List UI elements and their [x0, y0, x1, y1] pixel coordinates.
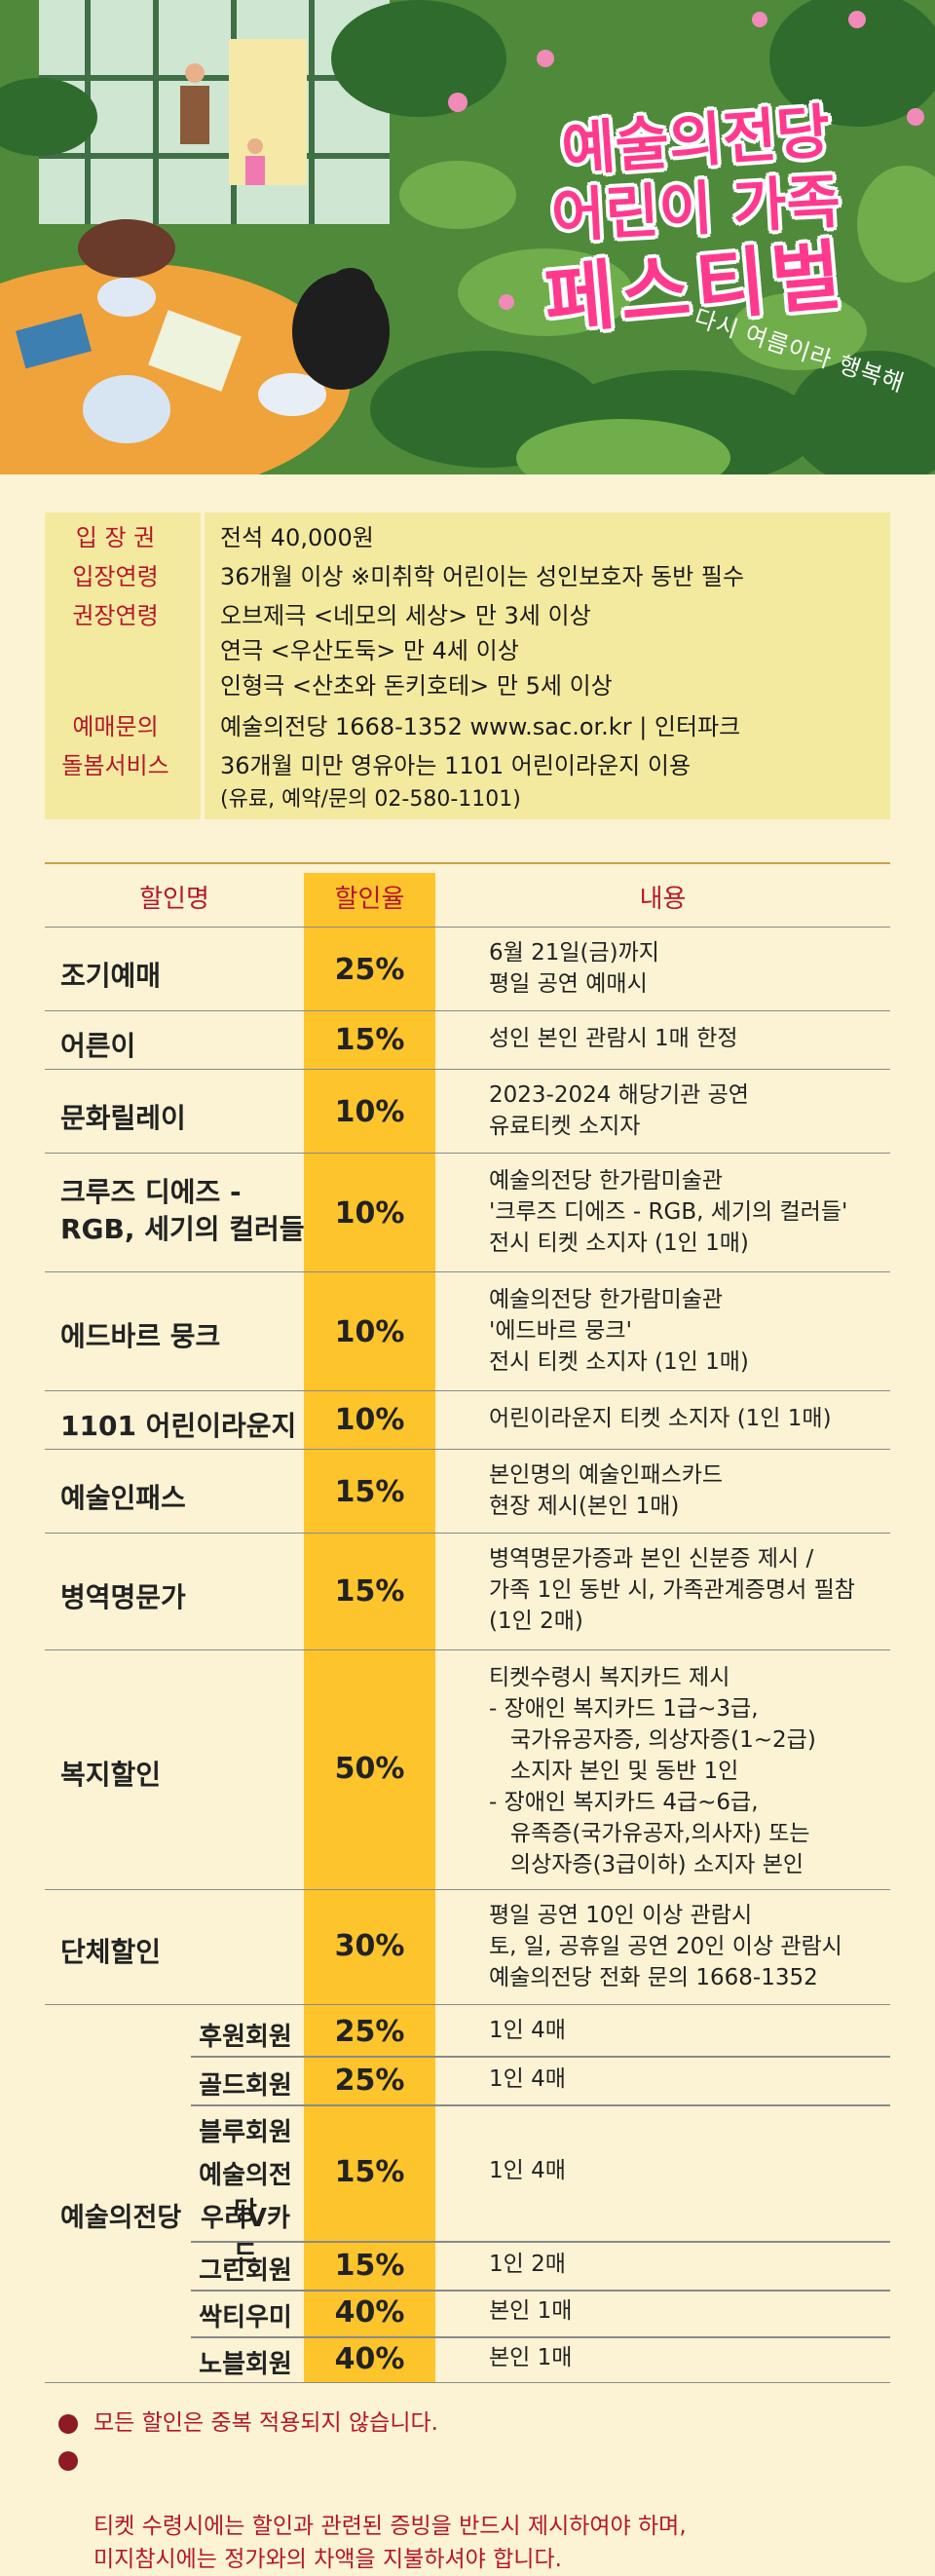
- discount-name-line2: RGB, 세기의 컬러들: [60, 1213, 305, 1245]
- member-name-line3: 우리V카드: [201, 2204, 290, 2269]
- bullet-icon: [58, 2414, 78, 2434]
- member-group-name: 예술의전당: [60, 2203, 182, 2233]
- discount-description: 본인명의 예술인패스카드 현장 제시(본인 1매): [489, 1462, 724, 1519]
- member-name: 싹티우미: [199, 2303, 292, 2332]
- member-rate: 25%: [334, 2015, 405, 2049]
- rate-column-highlight: [304, 873, 435, 2382]
- discount-rate: 15%: [334, 1574, 405, 1609]
- member-name: 후원회원: [199, 2023, 292, 2052]
- discount-description: 티켓수령시 복지카드 제시 - 장애인 복지카드 1급~3급, 국가유공자증, …: [489, 1665, 816, 1877]
- info-value-care-2: (유료, 예약/문의 02-580-1101): [220, 787, 521, 812]
- discount-name: 어른이: [60, 1030, 136, 1062]
- member-description: 1인 4매: [489, 2018, 566, 2043]
- info-label-booking: 예매문의: [72, 713, 159, 740]
- table-row: 문화릴레이 10% 2023-2024 해당기관 공연 유료티켓 소지자: [45, 1070, 890, 1154]
- note-text: 모든 할인은 중복 적용되지 않습니다.: [94, 2410, 438, 2436]
- header-discount-name: 할인명: [139, 885, 209, 914]
- bullet-icon: [58, 2451, 78, 2471]
- discount-rate: 25%: [334, 953, 405, 987]
- member-rate: 25%: [334, 2064, 405, 2098]
- member-rate: 15%: [334, 2155, 405, 2189]
- member-rate: 15%: [334, 2249, 405, 2283]
- discount-description: 성인 본인 관람시 1매 한정: [489, 1026, 738, 1051]
- info-value-booking: 예술의전당 1668-1352 www.sac.or.kr | 인터파크: [220, 713, 741, 740]
- member-name-line2: 예술의전당: [199, 2161, 292, 2226]
- table-row: 크루즈 디에즈 - RGB, 세기의 컬러들 10% 예술의전당 한가람미술관 …: [45, 1154, 890, 1272]
- member-name-line1: 블루회원: [199, 2118, 292, 2147]
- table-row: 복지할인 50% 티켓수령시 복지카드 제시 - 장애인 복지카드 1급~3급,…: [45, 1650, 890, 1890]
- info-divider: [201, 512, 205, 819]
- discount-rate: 15%: [334, 1023, 405, 1057]
- note-item: 티켓 수령시에는 할인과 관련된 증빙을 반드시 제시하여야 하며, 미지참시에…: [58, 2443, 896, 2576]
- discount-rate: 50%: [334, 1752, 405, 1786]
- hero-illustration: [0, 0, 935, 474]
- member-description: 1인 4매: [489, 2158, 566, 2183]
- note-text: 티켓 수령시에는 할인과 관련된 증빙을 반드시 제시하여야 하며, 미지참시에…: [94, 2514, 687, 2572]
- note-item: 모든 할인은 중복 적용되지 않습니다.: [58, 2406, 896, 2440]
- discount-name: 문화릴레이: [60, 1102, 186, 1134]
- discount-rate: 10%: [334, 1403, 405, 1437]
- member-description: 본인 1매: [489, 2345, 573, 2370]
- discount-rate: 10%: [334, 1196, 405, 1231]
- discount-description: 어린이라운지 티켓 소지자 (1인 1매): [489, 1406, 832, 1431]
- discount-rate: 10%: [334, 1315, 405, 1349]
- hero-banner: 예술의전당 어린이 가족 페스티벌 다시 여름이라 행복해: [0, 0, 935, 474]
- discount-description: 병역명문가증과 본인 신분증 제시 / 가족 1인 동반 시, 가족관계증명서 …: [489, 1546, 855, 1634]
- info-value-recommended-age-1: 오브제극 <네모의 세상> 만 3세 이상: [220, 602, 591, 629]
- info-box: 입 장 권 전석 40,000원 입장연령 36개월 이상 ※미취학 어린이는 …: [45, 512, 890, 819]
- header-discount-rate: 할인율: [334, 885, 405, 914]
- discount-description: 예술의전당 한가람미술관 '크루즈 디에즈 - RGB, 세기의 컬러들' 전시…: [489, 1168, 848, 1256]
- discount-description: 6월 21일(금)까지 평일 공연 예매시: [489, 940, 659, 997]
- info-label-age: 입장연령: [72, 563, 159, 590]
- info-value-age: 36개월 이상 ※미취학 어린이는 성인보호자 동반 필수: [220, 563, 745, 590]
- discount-rate: 15%: [334, 1475, 405, 1509]
- member-name: 그린회원: [199, 2256, 292, 2286]
- discount-rate: 30%: [334, 1929, 405, 1963]
- member-name: 노블회원: [199, 2350, 292, 2379]
- discount-name: 병역명문가: [60, 1581, 186, 1613]
- table-row: 병역명문가 15% 병역명문가증과 본인 신분증 제시 / 가족 1인 동반 시…: [45, 1534, 890, 1650]
- table-row: 예술인패스 15% 본인명의 예술인패스카드 현장 제시(본인 1매): [45, 1450, 890, 1534]
- table-top-rule: [45, 862, 890, 864]
- info-value-recommended-age-3: 인형극 <산초와 돈키호테> 만 5세 이상: [220, 672, 613, 700]
- info-label-recommended-age: 권장연령: [72, 602, 159, 629]
- member-group: 예술의전당 후원회원 25% 1인 4매 골드회원 25% 1인 4매 블루회원…: [45, 2005, 890, 2383]
- discount-name: 1101 어린이라운지: [60, 1410, 297, 1442]
- hero-title: 예술의전당 어린이 가족 페스티벌: [542, 97, 851, 345]
- header-description: 내용: [639, 885, 687, 914]
- member-rate: 40%: [334, 2295, 405, 2330]
- member-description: 1인 2매: [489, 2252, 566, 2277]
- discount-description: 예술의전당 한가람미술관 '에드바르 뭉크' 전시 티켓 소지자 (1인 1매): [489, 1287, 749, 1375]
- info-label-care: 돌봄서비스: [61, 752, 169, 779]
- member-name: 골드회원: [199, 2071, 292, 2101]
- discount-rate: 10%: [334, 1095, 405, 1129]
- discount-name: 에드바르 뭉크: [60, 1320, 221, 1352]
- info-value-care-1: 36개월 미만 영유아는 1101 어린이라운지 이용: [220, 752, 692, 779]
- table-header: 할인명 할인율 내용: [45, 873, 890, 928]
- info-value-ticket: 전석 40,000원: [220, 524, 374, 551]
- info-label-ticket: 입 장 권: [75, 524, 156, 551]
- discount-name: 조기예매: [60, 960, 162, 992]
- table-row: 에드바르 뭉크 10% 예술의전당 한가람미술관 '에드바르 뭉크' 전시 티켓…: [45, 1272, 890, 1391]
- table-row: 조기예매 25% 6월 21일(금)까지 평일 공연 예매시: [45, 928, 890, 1011]
- table-row: 1101 어린이라운지 10% 어린이라운지 티켓 소지자 (1인 1매): [45, 1391, 890, 1450]
- member-rate: 40%: [334, 2342, 405, 2376]
- discount-description: 2023-2024 해당기관 공연 유료티켓 소지자: [489, 1082, 749, 1139]
- table-row: 단체할인 30% 평일 공연 10인 이상 관람시 토, 일, 공휴일 공연 2…: [45, 1890, 890, 2005]
- discount-name: 예술인패스: [60, 1482, 186, 1514]
- discount-name: 복지할인: [60, 1759, 162, 1791]
- info-value-recommended-age-2: 연극 <우산도둑> 만 4세 이상: [220, 637, 519, 664]
- discount-name-line1: 크루즈 디에즈 -: [60, 1176, 242, 1208]
- table-row: 어른이 15% 성인 본인 관람시 1매 한정: [45, 1011, 890, 1070]
- discount-name: 단체할인: [60, 1936, 162, 1968]
- member-description: 본인 1매: [489, 2298, 573, 2324]
- discount-description: 평일 공연 10인 이상 관람시 토, 일, 공휴일 공연 20인 이상 관람시…: [489, 1903, 842, 1990]
- member-description: 1인 4매: [489, 2066, 566, 2092]
- notes: 모든 할인은 중복 적용되지 않습니다. 티켓 수령시에는 할인과 관련된 증빙…: [58, 2406, 896, 2576]
